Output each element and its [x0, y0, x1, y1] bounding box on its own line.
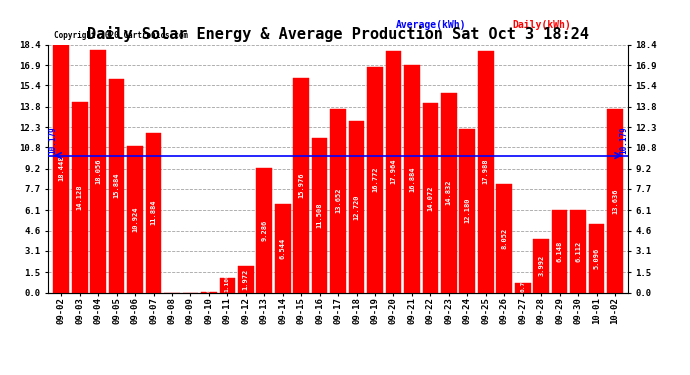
Text: 0.700: 0.700	[520, 273, 525, 292]
Bar	[496, 184, 512, 292]
Text: 16.772: 16.772	[372, 167, 378, 192]
Bar	[127, 146, 143, 292]
Text: 16.884: 16.884	[409, 166, 415, 192]
Bar	[607, 109, 623, 292]
Bar	[404, 65, 420, 292]
Bar	[238, 266, 254, 292]
Text: 15.884: 15.884	[114, 173, 119, 198]
Bar	[367, 67, 383, 292]
Bar	[312, 138, 328, 292]
Bar	[348, 122, 364, 292]
Text: 11.508: 11.508	[317, 202, 323, 228]
Text: 3.992: 3.992	[538, 255, 544, 276]
Bar	[293, 78, 309, 292]
Bar	[589, 224, 604, 292]
Bar	[533, 239, 549, 292]
Bar	[146, 133, 161, 292]
Bar	[257, 168, 272, 292]
Text: 17.988: 17.988	[483, 159, 489, 184]
Text: 13.636: 13.636	[612, 188, 618, 213]
Text: 9.286: 9.286	[262, 219, 267, 241]
Bar	[275, 204, 290, 292]
Text: 17.964: 17.964	[391, 159, 397, 184]
Bar	[72, 102, 88, 292]
Text: 1.100: 1.100	[225, 273, 230, 292]
Text: Daily(kWh): Daily(kWh)	[512, 20, 571, 30]
Bar	[331, 109, 346, 292]
Bar	[90, 50, 106, 292]
Bar	[219, 278, 235, 292]
Title: Daily Solar Energy & Average Production Sat Oct 3 18:24: Daily Solar Energy & Average Production …	[87, 27, 589, 42]
Text: 11.884: 11.884	[150, 200, 157, 225]
Text: 13.652: 13.652	[335, 188, 341, 213]
Bar	[422, 103, 438, 292]
Text: 12.720: 12.720	[353, 194, 359, 220]
Text: 14.832: 14.832	[446, 180, 452, 206]
Text: 5.096: 5.096	[593, 248, 600, 269]
Text: 18.056: 18.056	[95, 158, 101, 184]
Text: 14.128: 14.128	[77, 185, 83, 210]
Text: 6.544: 6.544	[279, 238, 286, 259]
Bar	[570, 210, 586, 292]
Bar	[515, 283, 531, 292]
Bar	[460, 129, 475, 292]
Bar	[441, 93, 457, 292]
Text: 10.179: 10.179	[48, 126, 57, 154]
Bar	[109, 79, 124, 292]
Text: 6.112: 6.112	[575, 241, 581, 262]
Text: 0.052: 0.052	[206, 273, 211, 292]
Text: 14.072: 14.072	[427, 185, 433, 211]
Bar	[386, 51, 402, 292]
Text: 6.148: 6.148	[557, 240, 562, 262]
Text: 12.180: 12.180	[464, 198, 471, 223]
Text: Average(kWh): Average(kWh)	[396, 20, 466, 30]
Text: 8.052: 8.052	[501, 228, 507, 249]
Text: 15.976: 15.976	[298, 172, 304, 198]
Text: Copyright 2020 Cartronics.com: Copyright 2020 Cartronics.com	[54, 31, 188, 40]
Text: 1.972: 1.972	[243, 268, 249, 290]
Bar	[478, 51, 493, 292]
Bar	[552, 210, 567, 292]
Text: 18.448: 18.448	[58, 156, 64, 181]
Text: 10.179: 10.179	[619, 126, 628, 154]
Bar	[53, 44, 69, 292]
Text: 10.924: 10.924	[132, 206, 138, 232]
